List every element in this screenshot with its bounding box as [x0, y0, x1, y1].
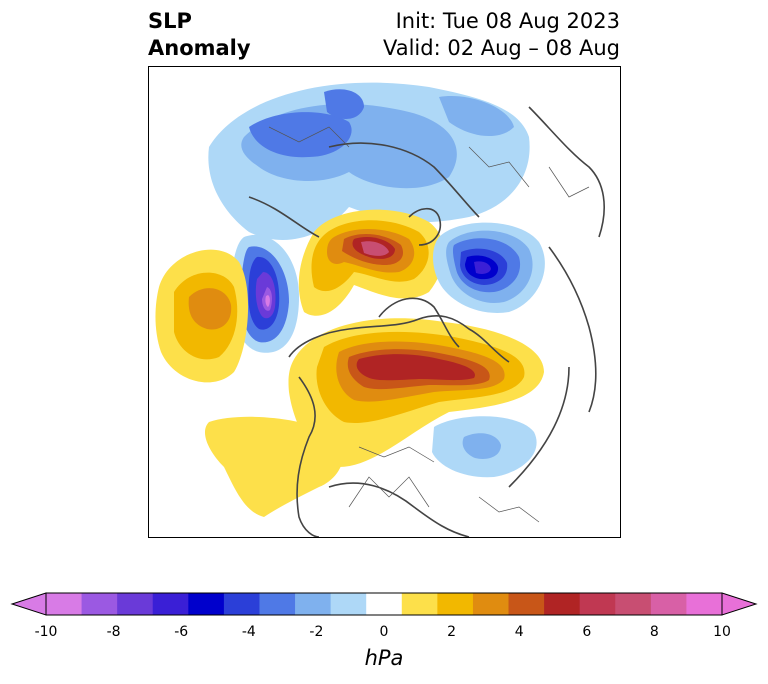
- colorbar-tick-label: 8: [649, 624, 659, 640]
- colorbar-bin: [686, 593, 723, 615]
- negative-anomaly-eurasia: [208, 82, 530, 240]
- colorbar-unit-label: hPa: [364, 646, 404, 670]
- coastlines: [248, 106, 605, 537]
- colorbar-extend-min: [10, 592, 47, 616]
- map-title: SLP Anomaly: [148, 8, 251, 62]
- positive-anomaly-canada: [288, 318, 544, 467]
- colorbar-tick-label: 2: [447, 624, 457, 640]
- negative-anomaly-aleutian: [230, 234, 299, 353]
- colorbar: [10, 592, 758, 616]
- colorbar-bin: [508, 593, 545, 615]
- positive-anomaly-north-pacific: [155, 249, 249, 383]
- colorbar-bin: [366, 593, 403, 615]
- colorbar-bin: [544, 593, 581, 615]
- colorbar-tick-label: -4: [241, 624, 256, 640]
- colorbar-extend-max: [721, 592, 758, 616]
- colorbar-bin: [472, 593, 510, 615]
- positive-anomaly-bering: [298, 209, 444, 316]
- colorbar-bin: [117, 593, 154, 615]
- colorbar-tick-label: 10: [713, 624, 731, 640]
- map-subtitle: Init: Tue 08 Aug 2023 Valid: 02 Aug – 08…: [383, 8, 620, 62]
- colorbar-frame: [45, 592, 723, 616]
- colorbar-bin: [650, 593, 687, 615]
- negative-anomaly-north-atlantic: [432, 416, 537, 478]
- map-canvas: [155, 82, 605, 537]
- colorbar-bin: [330, 593, 367, 615]
- colorbar-bin: [579, 593, 616, 615]
- valid-range: Valid: 02 Aug – 08 Aug: [382, 36, 620, 60]
- colorbar-tick-label: -8: [106, 624, 121, 640]
- init-date: Init: Tue 08 Aug 2023: [395, 9, 620, 33]
- colorbar-tick-label: 4: [514, 624, 524, 640]
- title-type: Anomaly: [148, 36, 251, 60]
- colorbar-tick-label: 0: [379, 624, 389, 640]
- colorbar-tick-label: -6: [174, 624, 189, 640]
- colorbar-tick-label: -10: [34, 624, 58, 640]
- colorbar-bin: [259, 593, 296, 615]
- slp-anomaly-map: [148, 66, 621, 538]
- colorbar-tick-label: 6: [582, 624, 592, 640]
- colorbar-bin: [223, 593, 260, 615]
- colorbar-bin: [152, 593, 189, 615]
- colorbar-bin: [295, 593, 332, 615]
- colorbar-bin: [437, 593, 474, 615]
- colorbar-bin: [188, 593, 225, 615]
- colorbar-bin: [46, 593, 83, 615]
- colorbar-bin: [401, 593, 438, 615]
- colorbar-bin: [81, 593, 118, 615]
- colorbar-bin: [615, 593, 652, 615]
- title-variable: SLP: [148, 9, 192, 33]
- positive-anomaly-us-southwest: [204, 416, 344, 517]
- negative-anomaly-barents: [433, 222, 545, 313]
- country-borders: [268, 126, 590, 523]
- colorbar-tick-label: -2: [309, 624, 324, 640]
